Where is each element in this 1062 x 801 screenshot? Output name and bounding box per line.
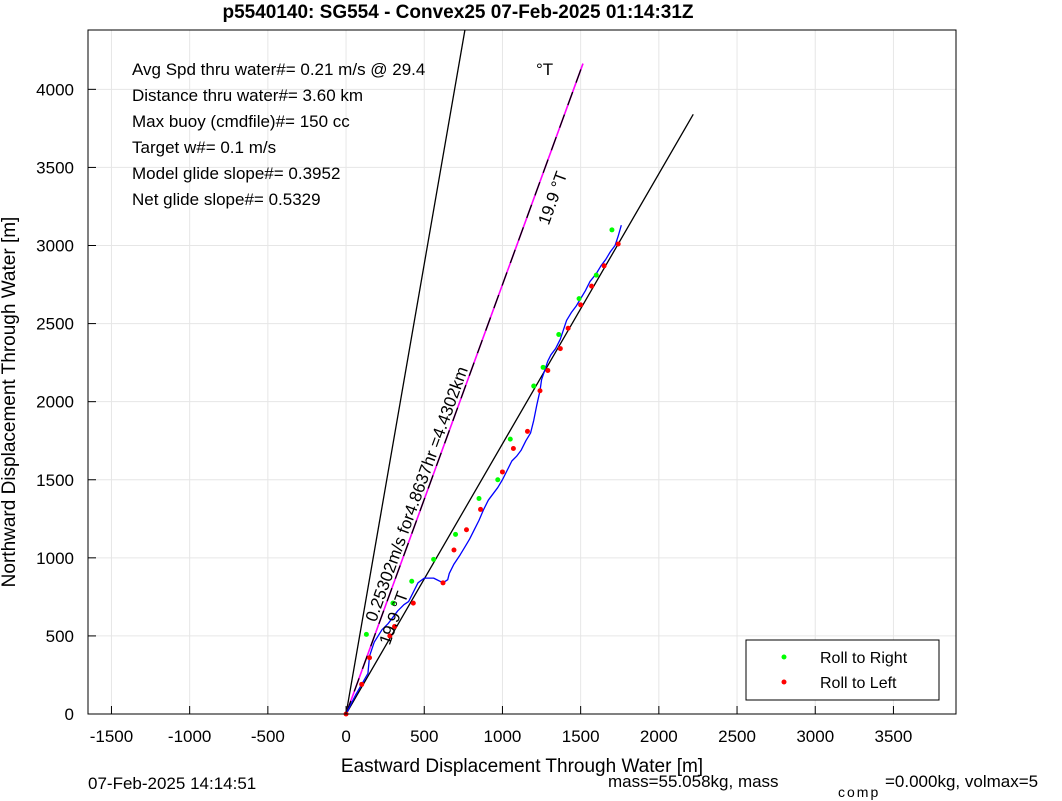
roll-right-point [609, 227, 615, 233]
footer-comp-volmax: =0.000kg, volmax=5 [885, 772, 1038, 791]
roll-right-point [495, 477, 501, 483]
x-tick-label: 3500 [875, 727, 913, 746]
x-tick-label: 2000 [640, 727, 678, 746]
roll-left-point [545, 367, 551, 373]
y-tick-label: 3500 [36, 158, 74, 177]
black-dashed-line [345, 63, 584, 715]
roll-left-point [565, 325, 571, 331]
y-tick-label: 0 [65, 705, 74, 724]
stats-line-net-glide: Net glide slope#= 0.5329 [132, 190, 321, 209]
roll-right-point [431, 556, 437, 562]
roll-left-point [440, 580, 446, 586]
roll-right-point [593, 272, 599, 278]
roll-right-point [390, 600, 396, 606]
x-tick-label: 1500 [562, 727, 600, 746]
stats-line-speed: Avg Spd thru water#= 0.21 m/s @ 29.4 [132, 60, 425, 79]
roll-left-point [392, 624, 398, 630]
footer-mass: mass=55.058kg, mass [608, 772, 779, 791]
chart-title: p5540140: SG554 - Convex25 07-Feb-2025 0… [222, 2, 693, 23]
roll-left-point [359, 681, 365, 687]
roll-right-point [576, 296, 582, 302]
roll-left-point [410, 600, 416, 606]
stats-line-max-buoy: Max buoy (cmdfile)#= 150 cc [132, 112, 350, 131]
roll-left-point [510, 446, 516, 452]
legend-marker-roll-right [781, 654, 787, 660]
stats-block: Avg Spd thru water#= 0.21 m/s @ 29.4 °T … [132, 60, 553, 209]
black-line-mid [345, 114, 694, 715]
reference-lines [345, 29, 694, 715]
roll-left-point [367, 655, 373, 661]
roll-left-point [578, 302, 584, 308]
legend-box [745, 639, 940, 701]
stats-speed-unit: °T [536, 60, 553, 79]
roll-points [343, 227, 621, 717]
roll-left-point [524, 428, 530, 434]
roll-left-point [463, 527, 469, 533]
x-tick-label: 3000 [796, 727, 834, 746]
stats-line-model-glide: Model glide slope#= 0.3952 [132, 164, 340, 183]
legend: Roll to Right Roll to Left [745, 639, 940, 701]
y-tick-label: 4000 [36, 80, 74, 99]
x-tick-label: 1000 [484, 727, 522, 746]
x-tick-label: 2500 [718, 727, 756, 746]
legend-marker-roll-left [781, 679, 787, 685]
y-tick-label: 1000 [36, 549, 74, 568]
footer-comp-subscript: comp [838, 784, 880, 800]
y-tick-label: 2000 [36, 393, 74, 412]
plot-area [88, 30, 956, 714]
roll-left-point [451, 547, 457, 553]
roll-right-point [531, 383, 537, 389]
roll-right-point [540, 364, 546, 370]
y-tick-label: 1500 [36, 471, 74, 490]
black-line-steep [345, 29, 466, 715]
x-tick-label: 0 [341, 727, 350, 746]
axes-box [87, 29, 957, 715]
legend-label-roll-left: Roll to Left [820, 675, 897, 692]
roll-right-point [476, 495, 482, 501]
x-axis-label: Eastward Displacement Through Water [m] [341, 756, 703, 777]
stats-line-target-w: Target w#= 0.1 m/s [132, 138, 276, 157]
tick-labels: -1500 -1000 -500 0 500 1000 1500 2000 2500 3000 35… [36, 80, 912, 746]
y-axis-label: Northward Displacement Through Water [m] [0, 217, 20, 588]
roll-right-point [556, 332, 562, 338]
roll-right-point [507, 436, 513, 442]
x-tick-label: 500 [410, 727, 438, 746]
x-tick-label: -1000 [168, 727, 211, 746]
y-tick-label: 3000 [36, 237, 74, 256]
roll-left-point [615, 241, 621, 247]
roll-left-point [537, 388, 543, 394]
roll-left-point [557, 346, 563, 352]
y-tick-label: 500 [46, 627, 74, 646]
roll-left-point [478, 506, 484, 512]
y-tick-label: 2500 [36, 315, 74, 334]
footer-timestamp: 07-Feb-2025 14:14:51 [88, 774, 256, 793]
x-tick-label: -500 [251, 727, 285, 746]
glider-track [345, 225, 622, 715]
roll-right-point [453, 531, 459, 537]
x-tick-label: -1500 [90, 727, 133, 746]
track [345, 225, 622, 715]
roll-left-point [499, 469, 505, 475]
stats-line-distance: Distance thru water#= 3.60 km [132, 86, 363, 105]
legend-label-roll-right: Roll to Right [820, 650, 908, 667]
roll-left-point [589, 283, 595, 289]
roll-left-point [387, 633, 393, 639]
roll-left-point [601, 263, 607, 269]
roll-right-point [363, 631, 369, 637]
roll-right-point [409, 578, 415, 584]
